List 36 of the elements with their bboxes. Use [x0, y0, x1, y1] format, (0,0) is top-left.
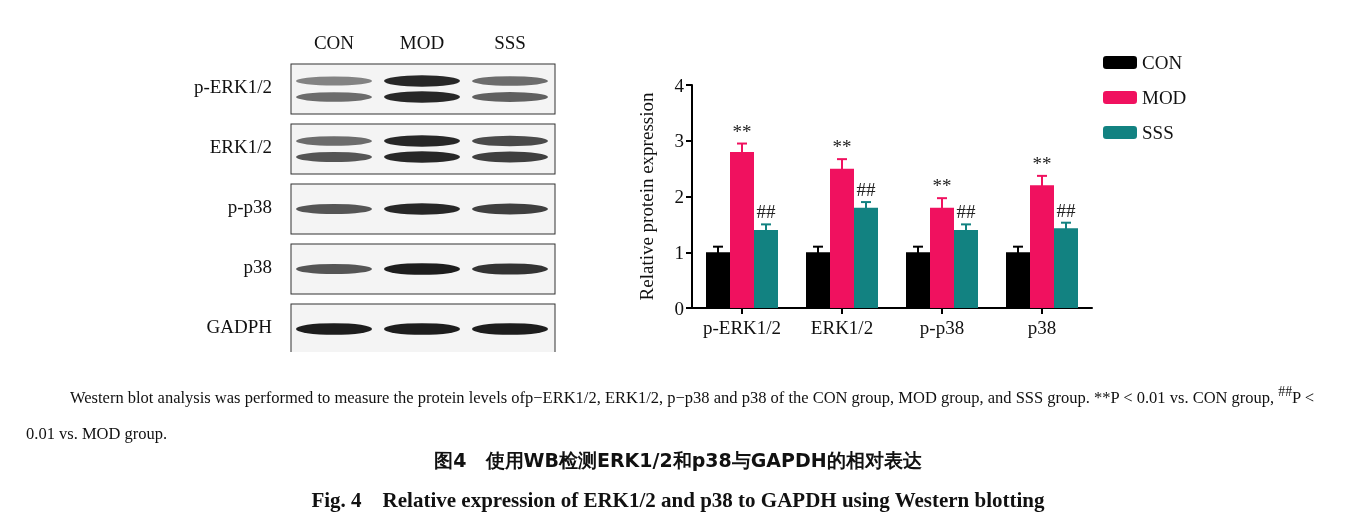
- x-tick-label: p-ERK1/2: [702, 317, 782, 338]
- data-label: **: [932, 175, 952, 197]
- text: SSS: [493, 32, 527, 54]
- bar: [1054, 228, 1078, 308]
- x-tick-label: p-p38: [919, 317, 965, 338]
- bar: [954, 229, 978, 308]
- y-tick-label: 3: [674, 130, 684, 152]
- data-label: **: [1032, 152, 1052, 174]
- text: Western blot analysis was performed to measure the protein levels ofp−ERK1/2, ERK1/2, p−p38 and p38 of the CON group, MOD group, and SSS group. **P < 0.01 vs. CON group, $^{##}$P < 0.01 vs. MOD group.: [26, 384, 1315, 443]
- x-tick-label: ERK1/2: [810, 317, 874, 338]
- y-tick-label: 0: [674, 297, 684, 319]
- text: p-ERK1/2: [193, 76, 272, 98]
- text: p-p38: [227, 196, 272, 218]
- text: GADPH: [206, 316, 272, 338]
- legend-label: MOD: [1142, 87, 1187, 108]
- y-tick-label: 2: [674, 186, 684, 207]
- data-label: **: [832, 136, 852, 158]
- data-label: ##: [856, 179, 876, 201]
- data-label: ##: [756, 201, 776, 223]
- y-axis-title: Relative protein expression: [636, 92, 657, 301]
- text: CON: [312, 32, 356, 54]
- data-label: ##: [1056, 199, 1076, 221]
- y-tick-label: 4: [674, 74, 685, 96]
- text: ERK1/2: [209, 136, 272, 158]
- bar: [854, 207, 878, 308]
- legend-label: CON: [1142, 52, 1183, 73]
- text: Fig. 4 Relative expression of ERK1/2 and p38 to GAPDH using Western blotting: [310, 487, 1046, 514]
- data-label: **: [732, 120, 752, 142]
- text: p38: [243, 256, 272, 278]
- y-tick-label: 1: [674, 241, 684, 263]
- bar: [754, 229, 778, 308]
- text: MOD: [398, 32, 446, 54]
- data-label: ##: [956, 201, 976, 223]
- text: 图4 使用WB检测ERK1/2和p38与GAPDH的相对表达: [433, 448, 923, 473]
- x-tick-label: p38: [1027, 317, 1057, 338]
- legend-label: SSS: [1142, 122, 1174, 143]
